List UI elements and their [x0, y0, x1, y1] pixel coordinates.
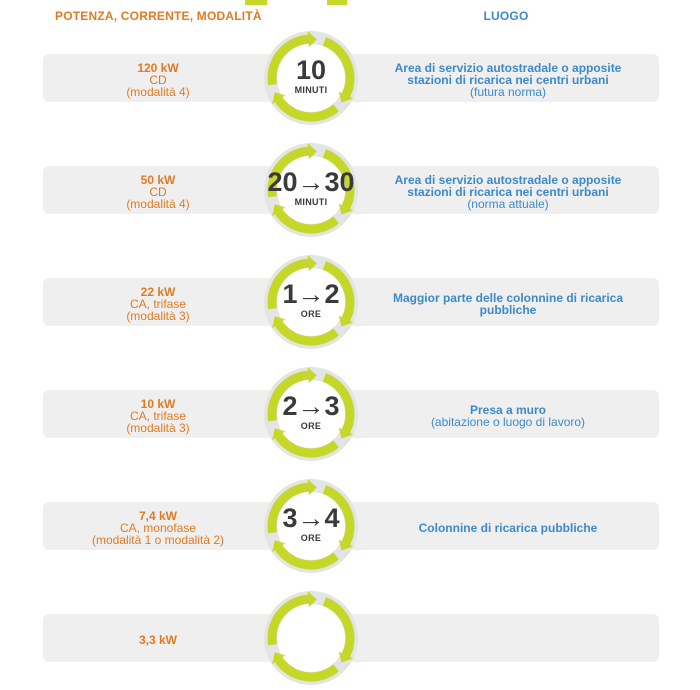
- charging-row: 10 kW CA, trifase (modalità 3) 2→3 ORE Presa …: [0, 366, 700, 466]
- charging-time-unit: ORE: [300, 309, 322, 319]
- charging-time-value: 20→30: [267, 167, 355, 197]
- location-info: Area di servizio autostradale o apposite…: [358, 142, 658, 242]
- charging-time-unit: MINUTI: [294, 85, 328, 95]
- charging-time-unit: MINUTI: [294, 197, 328, 207]
- location-info: [358, 590, 658, 690]
- current-type: CD: [149, 185, 167, 199]
- current-type: CA, trifase: [129, 409, 186, 423]
- power-value: 7,4 kW: [138, 509, 177, 523]
- location-main: Presa a muro: [469, 403, 547, 417]
- current-type: CD: [149, 73, 167, 87]
- charging-row: 22 kW CA, trifase (modalità 3) 1→2 ORE Maggio…: [0, 254, 700, 354]
- power-value: 3,3 kW: [138, 633, 177, 647]
- column-header-location: LUOGO: [483, 9, 529, 23]
- charging-mode: (modalità 1 o modalità 2): [91, 533, 225, 547]
- power-value: 10 kW: [140, 397, 176, 411]
- location-info: Presa a muro (abitazione o luogo di lavor…: [358, 366, 658, 466]
- cycle-arrows-icon: [264, 31, 358, 125]
- power-value: 50 kW: [140, 173, 176, 187]
- cycle-arrows-icon: [264, 143, 358, 237]
- cycle-arrows-icon: [264, 591, 358, 685]
- power-info: 3,3 kW: [43, 590, 273, 690]
- charging-mode: (modalità 3): [126, 309, 190, 323]
- current-type: CA, monofase: [119, 521, 197, 535]
- power-info: 50 kW CD (modalità 4): [43, 142, 273, 242]
- cycle-arrows-icon: [264, 479, 358, 573]
- top-banner-right-accent: [327, 0, 347, 5]
- charging-time-circle: 3→4 ORE: [263, 478, 359, 574]
- power-value: 120 kW: [137, 61, 179, 75]
- charging-row: 120 kW CD (modalità 4) 10 MINUTI Area di serv…: [0, 30, 700, 130]
- location-main: Colonnine di ricarica pubbliche: [418, 521, 598, 535]
- charging-row: 3,3 kW: [0, 590, 700, 690]
- charging-time-unit: ORE: [300, 421, 322, 431]
- charging-time-value: 2→3: [282, 391, 340, 421]
- charging-mode: (modalità 4): [126, 197, 190, 211]
- charging-time-circle: 1→2 ORE: [263, 254, 359, 350]
- charging-mode: (modalità 3): [126, 421, 190, 435]
- top-banner-left-accent: [245, 0, 267, 5]
- power-info: 10 kW CA, trifase (modalità 3): [43, 366, 273, 466]
- charging-time-circle: 2→3 ORE: [263, 366, 359, 462]
- charging-time-value: 10: [295, 55, 327, 85]
- power-info: 7,4 kW CA, monofase (modalità 1 o modalità…: [43, 478, 273, 578]
- location-info: Maggior parte delle colonnine di ricaric…: [358, 254, 658, 354]
- charging-row: 7,4 kW CA, monofase (modalità 1 o modalità…: [0, 478, 700, 578]
- location-note: (futura norma): [469, 85, 547, 99]
- charging-time-circle: 10 MINUTI: [263, 30, 359, 126]
- charging-time-value: 3→4: [282, 503, 340, 533]
- charging-mode: (modalità 4): [126, 85, 190, 99]
- charging-time-unit: ORE: [300, 533, 322, 543]
- location-note: (norma attuale): [467, 197, 549, 211]
- location-note: (abitazione o luogo di lavoro): [430, 415, 586, 429]
- charging-time-circle: [263, 590, 359, 686]
- current-type: CA, trifase: [129, 297, 186, 311]
- column-header-power: POTENZA, CORRENTE, MODALITÀ: [55, 9, 262, 23]
- power-info: 22 kW CA, trifase (modalità 3): [43, 254, 273, 354]
- location-info: Area di servizio autostradale o apposite…: [358, 30, 658, 130]
- location-main: Maggior parte delle colonnine di ricaric…: [392, 291, 624, 317]
- charging-row: 50 kW CD (modalità 4) 20→30 MINUTI Area di se…: [0, 142, 700, 242]
- charging-time-value: 1→2: [282, 279, 340, 309]
- location-info: Colonnine di ricarica pubbliche: [358, 478, 658, 578]
- cycle-arrows-icon: [264, 367, 358, 461]
- charging-time-circle: 20→30 MINUTI: [263, 142, 359, 238]
- cycle-arrows-icon: [264, 255, 358, 349]
- location-main: Area di servizio autostradale o apposite…: [394, 61, 622, 87]
- power-info: 120 kW CD (modalità 4): [43, 30, 273, 130]
- power-value: 22 kW: [140, 285, 176, 299]
- location-main: Area di servizio autostradale o apposite…: [394, 173, 622, 199]
